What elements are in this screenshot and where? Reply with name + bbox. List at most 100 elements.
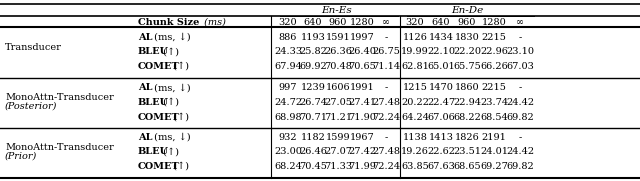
Text: 997: 997 <box>279 83 297 92</box>
Text: 68.24: 68.24 <box>274 162 302 171</box>
Text: MonoAttn-Transducer: MonoAttn-Transducer <box>5 142 114 151</box>
Text: (ms, ↓): (ms, ↓) <box>151 83 191 92</box>
Text: COMET: COMET <box>138 162 180 171</box>
Text: 67.94: 67.94 <box>274 62 302 71</box>
Text: 19.26: 19.26 <box>401 148 429 157</box>
Text: 66.26: 66.26 <box>480 62 508 71</box>
Text: 27.05: 27.05 <box>324 98 352 107</box>
Text: 22.96: 22.96 <box>480 47 508 56</box>
Text: 1215: 1215 <box>403 83 428 92</box>
Text: 27.41: 27.41 <box>348 98 376 107</box>
Text: ∞: ∞ <box>516 18 524 27</box>
Text: 20.22: 20.22 <box>401 98 429 107</box>
Text: 2215: 2215 <box>481 83 506 92</box>
Text: COMET: COMET <box>138 62 180 71</box>
Text: 1193: 1193 <box>301 33 325 42</box>
Text: 26.36: 26.36 <box>324 47 352 56</box>
Text: 26.46: 26.46 <box>299 148 327 157</box>
Text: BLEU: BLEU <box>138 148 169 157</box>
Text: 24.42: 24.42 <box>506 98 534 107</box>
Text: 24.33: 24.33 <box>274 47 302 56</box>
Text: 70.48: 70.48 <box>324 62 352 71</box>
Text: 27.07: 27.07 <box>324 148 352 157</box>
Text: AL: AL <box>138 33 152 42</box>
Text: 71.33: 71.33 <box>324 162 352 171</box>
Text: 23.10: 23.10 <box>506 47 534 56</box>
Text: 1997: 1997 <box>349 33 374 42</box>
Text: 1860: 1860 <box>454 83 479 92</box>
Text: 26.40: 26.40 <box>348 47 376 56</box>
Text: 67.63: 67.63 <box>427 162 455 171</box>
Text: 1434: 1434 <box>429 33 454 42</box>
Text: 24.72: 24.72 <box>274 98 302 107</box>
Text: -: - <box>518 83 522 92</box>
Text: 72.24: 72.24 <box>372 162 400 171</box>
Text: 23.51: 23.51 <box>453 148 481 157</box>
Text: En-Es: En-Es <box>322 6 353 15</box>
Text: (ms): (ms) <box>201 18 226 27</box>
Text: 1182: 1182 <box>301 133 325 142</box>
Text: 23.00: 23.00 <box>274 148 302 157</box>
Text: 26.75: 26.75 <box>372 47 400 56</box>
Text: -: - <box>385 83 388 92</box>
Text: 68.98: 68.98 <box>274 113 302 121</box>
Text: 932: 932 <box>278 133 298 142</box>
Text: 72.24: 72.24 <box>372 113 400 121</box>
Text: BLEU: BLEU <box>138 98 169 107</box>
Text: (ms, ↓): (ms, ↓) <box>151 133 191 142</box>
Text: 320: 320 <box>406 18 424 27</box>
Text: (↑): (↑) <box>160 148 179 157</box>
Text: -: - <box>518 33 522 42</box>
Text: 960: 960 <box>329 18 347 27</box>
Text: 22.20: 22.20 <box>453 47 481 56</box>
Text: 1591: 1591 <box>326 33 350 42</box>
Text: 70.45: 70.45 <box>299 162 327 171</box>
Text: (↑): (↑) <box>170 62 189 71</box>
Text: 960: 960 <box>458 18 476 27</box>
Text: 69.82: 69.82 <box>506 162 534 171</box>
Text: 1599: 1599 <box>326 133 350 142</box>
Text: 22.10: 22.10 <box>427 47 455 56</box>
Text: 1126: 1126 <box>403 33 428 42</box>
Text: -: - <box>385 133 388 142</box>
Text: (Posterior): (Posterior) <box>5 102 58 111</box>
Text: 1280: 1280 <box>349 18 374 27</box>
Text: 71.14: 71.14 <box>372 62 400 71</box>
Text: 71.21: 71.21 <box>324 113 352 121</box>
Text: 68.22: 68.22 <box>453 113 481 121</box>
Text: 25.82: 25.82 <box>299 47 327 56</box>
Text: 69.27: 69.27 <box>480 162 508 171</box>
Text: 320: 320 <box>278 18 298 27</box>
Text: ∞: ∞ <box>382 18 390 27</box>
Text: 24.01: 24.01 <box>480 148 508 157</box>
Text: (↑): (↑) <box>160 47 179 56</box>
Text: MonoAttn-Transducer: MonoAttn-Transducer <box>5 93 114 102</box>
Text: AL: AL <box>138 133 152 142</box>
Text: 27.48: 27.48 <box>372 98 400 107</box>
Text: En-De: En-De <box>451 6 484 15</box>
Text: (↑): (↑) <box>160 98 179 107</box>
Text: 1606: 1606 <box>326 83 350 92</box>
Text: (ms, ↓): (ms, ↓) <box>151 33 191 42</box>
Text: 1280: 1280 <box>482 18 506 27</box>
Text: 26.74: 26.74 <box>299 98 327 107</box>
Text: 65.01: 65.01 <box>427 62 455 71</box>
Text: 1138: 1138 <box>403 133 428 142</box>
Text: 640: 640 <box>432 18 451 27</box>
Text: 64.24: 64.24 <box>401 113 429 121</box>
Text: 2215: 2215 <box>481 33 506 42</box>
Text: 1239: 1239 <box>301 83 325 92</box>
Text: 1991: 1991 <box>349 83 374 92</box>
Text: 70.71: 70.71 <box>299 113 327 121</box>
Text: 70.65: 70.65 <box>348 62 376 71</box>
Text: BLEU: BLEU <box>138 47 169 56</box>
Text: 23.74: 23.74 <box>480 98 508 107</box>
Text: 1413: 1413 <box>429 133 454 142</box>
Text: 63.85: 63.85 <box>401 162 429 171</box>
Text: 2191: 2191 <box>481 133 506 142</box>
Text: Chunk Size: Chunk Size <box>138 18 200 27</box>
Text: 1967: 1967 <box>349 133 374 142</box>
Text: 68.54: 68.54 <box>480 113 508 121</box>
Text: COMET: COMET <box>138 113 180 121</box>
Text: -: - <box>518 133 522 142</box>
